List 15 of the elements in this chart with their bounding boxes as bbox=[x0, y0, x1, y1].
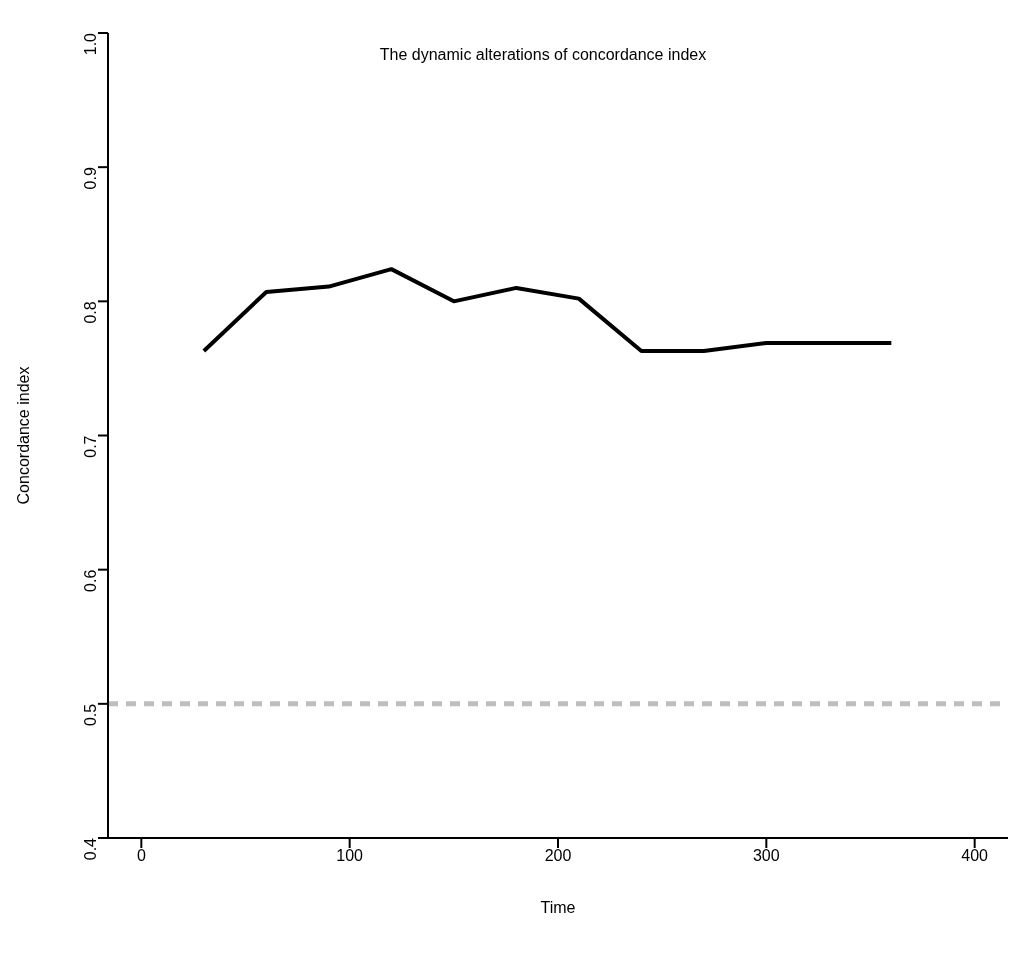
y-tick-label: 0.8 bbox=[81, 301, 99, 324]
x-tick-label: 200 bbox=[544, 847, 572, 865]
y-tick-label: 0.5 bbox=[81, 703, 99, 727]
y-axis-title: Concordance index bbox=[14, 366, 32, 505]
x-tick-label: 300 bbox=[752, 847, 780, 865]
y-tick-label: 0.4 bbox=[81, 837, 99, 861]
x-tick-label: 100 bbox=[336, 847, 364, 865]
y-tick-label: 0.7 bbox=[81, 435, 99, 458]
x-axis-title: Time bbox=[540, 899, 576, 916]
y-tick-label: 0.9 bbox=[81, 167, 99, 190]
y-tick-label: 1.0 bbox=[81, 32, 99, 56]
y-tick-label: 0.6 bbox=[81, 569, 99, 592]
x-tick-label: 400 bbox=[961, 847, 989, 865]
x-tick-label: 0 bbox=[136, 847, 146, 865]
text: The dynamic alterations of concordance index bbox=[379, 46, 707, 63]
